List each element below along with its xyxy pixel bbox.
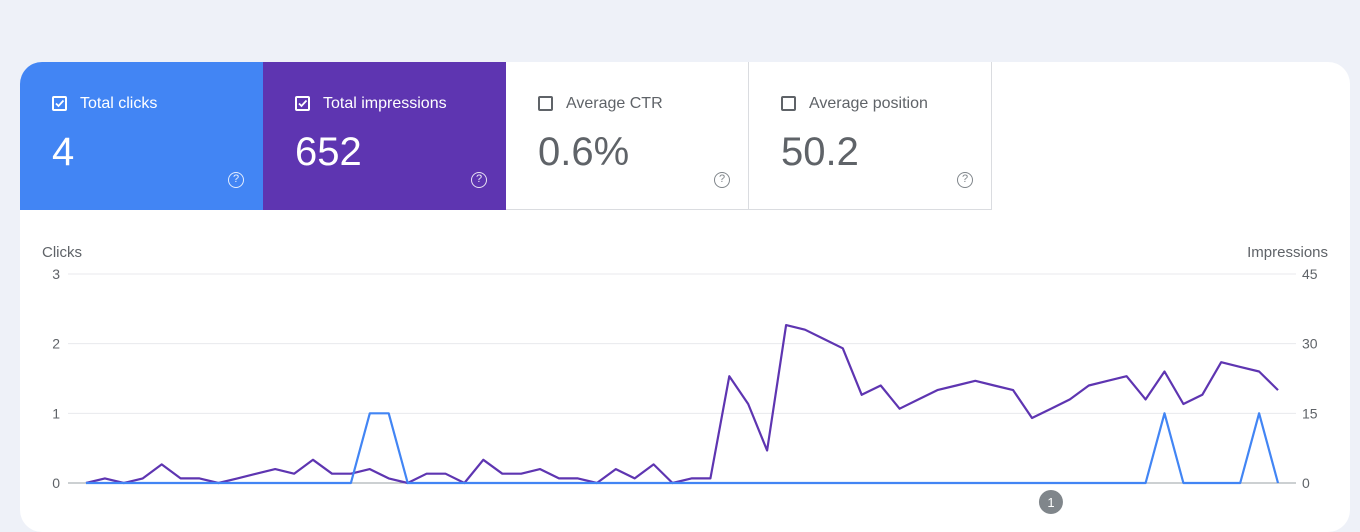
metric-value: 0.6% [538,130,630,174]
metric-average-ctr[interactable]: Average CTR 0.6% ? [506,62,749,210]
metric-total-impressions[interactable]: Total impressions 652 ? [263,62,506,210]
series-line-clicks [86,412,1280,485]
annotation-circle[interactable] [1038,490,1063,514]
metric-value: 50.2 [781,130,859,174]
metric-label: Total clicks [80,95,158,112]
annotations: 1 [1038,490,1063,514]
checkbox-unchecked-icon[interactable] [781,96,796,111]
left-tick-label: 1 [52,405,60,421]
series-line-impressions [85,324,1279,485]
axis-ticks: 0 0 1 15 2 30 3 45 [52,266,1318,491]
metric-cards: Total clicks 4 ? Total impressions 652 ?… [20,62,992,210]
help-icon[interactable]: ? [228,172,244,188]
gridlines [68,273,1296,484]
metric-label: Total impressions [323,95,447,112]
help-icon[interactable]: ? [471,172,487,188]
metric-total-clicks[interactable]: Total clicks 4 ? [20,62,263,210]
right-tick-label: 30 [1302,336,1318,352]
help-icon[interactable]: ? [714,172,730,188]
annotation-marker[interactable]: 1 [1038,490,1063,514]
performance-chart: Clicks Impressions 0 0 1 15 2 30 3 45 1 [42,244,1328,514]
series-lines [85,324,1280,485]
metric-label: Average CTR [566,95,663,112]
left-tick-label: 2 [52,336,60,352]
metric-value: 4 [52,130,75,174]
metric-label: Average position [809,95,928,112]
right-tick-label: 15 [1302,405,1318,421]
left-axis-label: Clicks [42,244,82,261]
checkbox-unchecked-icon[interactable] [538,96,553,111]
left-tick-label: 0 [52,475,60,491]
checkbox-checked-icon[interactable] [52,96,67,111]
metric-average-position[interactable]: Average position 50.2 ? [749,62,992,210]
right-tick-label: 45 [1302,266,1318,282]
help-icon[interactable]: ? [957,172,973,188]
right-axis-label: Impressions [1247,244,1328,261]
checkbox-checked-icon[interactable] [295,96,310,111]
metric-value: 652 [295,130,362,174]
performance-card: Total clicks 4 ? Total impressions 652 ?… [20,62,1350,532]
annotation-label: 1 [1047,495,1054,510]
right-tick-label: 0 [1302,475,1310,491]
left-tick-label: 3 [52,266,60,282]
